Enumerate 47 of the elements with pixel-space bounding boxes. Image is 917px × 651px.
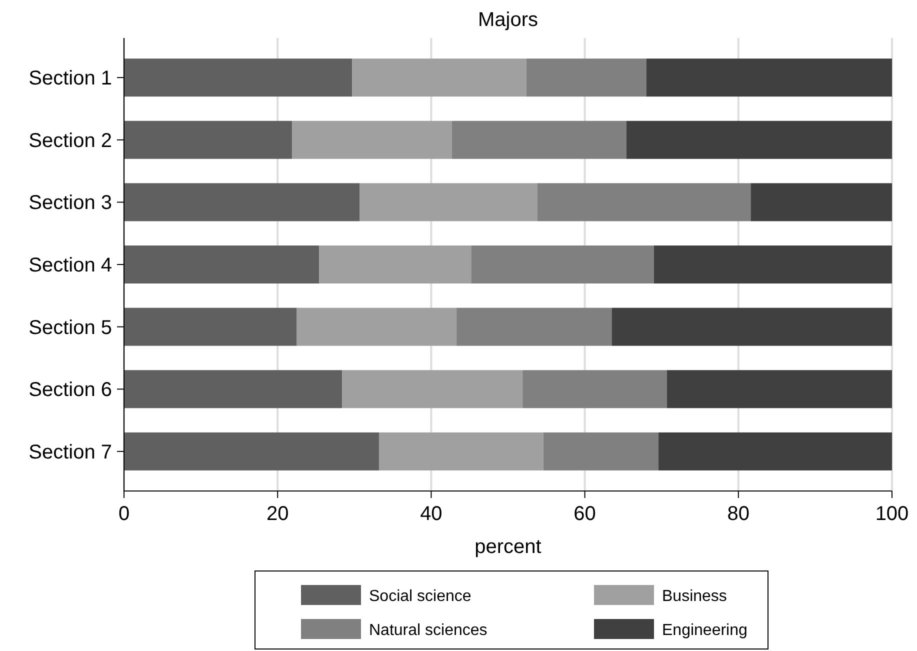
bar — [124, 308, 297, 346]
y-tick-label: Section 5 — [28, 316, 112, 339]
bar — [654, 245, 892, 284]
bar — [124, 370, 342, 408]
legend-label: Business — [662, 588, 727, 605]
bar — [646, 58, 892, 97]
x-tick-label: 40 — [420, 503, 442, 525]
bar — [352, 58, 526, 97]
bar — [526, 58, 646, 97]
x-axis-title: percent — [474, 536, 542, 558]
bar — [292, 120, 452, 159]
bar — [124, 245, 320, 284]
bar — [543, 432, 659, 470]
bar — [124, 58, 352, 97]
bar — [612, 308, 892, 346]
x-tick-label: 60 — [574, 503, 596, 525]
bar — [378, 432, 544, 470]
bar — [124, 432, 379, 470]
y-tick-label: Section 4 — [28, 254, 112, 276]
bar — [124, 120, 292, 159]
legend-label: Natural sciences — [369, 622, 488, 639]
legend-label: Engineering — [662, 622, 748, 639]
bar — [456, 308, 612, 346]
bar — [360, 183, 538, 222]
bar — [124, 183, 360, 222]
bar — [658, 432, 892, 470]
bar — [342, 370, 523, 408]
bar — [452, 120, 626, 159]
x-tick-label: 80 — [727, 503, 750, 525]
legend-label: Social science — [369, 588, 472, 605]
bar — [537, 183, 751, 222]
bar — [471, 245, 654, 284]
y-tick-label: Section 3 — [28, 192, 112, 214]
y-tick-label: Section 1 — [28, 68, 112, 90]
bar — [319, 245, 472, 284]
bar — [666, 370, 892, 408]
y-tick-label: Section 2 — [28, 130, 112, 152]
y-tick-label: Section 7 — [28, 441, 112, 464]
x-tick-label: 100 — [875, 503, 909, 525]
bar — [296, 308, 457, 346]
bar — [522, 370, 667, 408]
chart-title: Majors — [478, 9, 538, 31]
x-tick-label: 20 — [266, 503, 289, 525]
y-tick-label: Section 6 — [28, 379, 112, 402]
bar — [750, 183, 892, 222]
bar — [626, 120, 892, 159]
x-tick-label: 0 — [118, 503, 130, 525]
